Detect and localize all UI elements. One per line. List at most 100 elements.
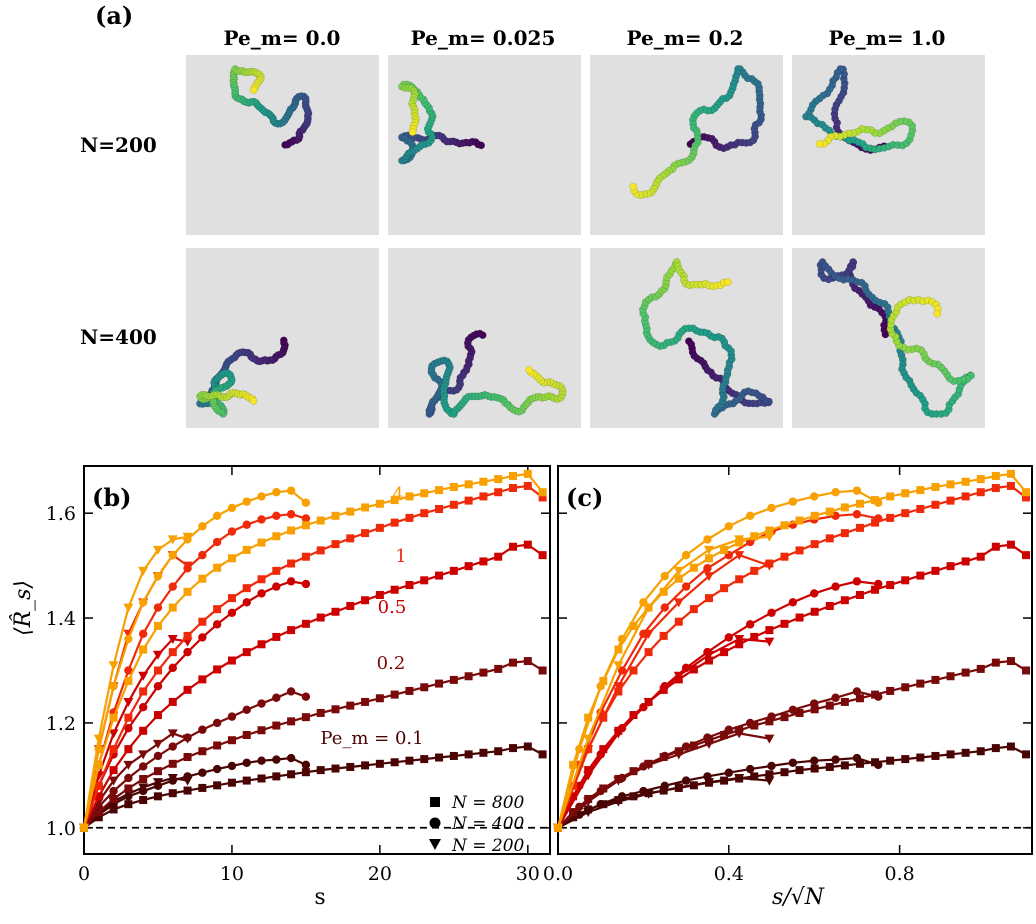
data-point-square <box>991 542 1000 551</box>
legend: N = 800 N = 400 N = 200 <box>429 793 525 856</box>
data-point-circle <box>852 486 862 495</box>
data-point-square <box>287 559 296 568</box>
data-point-circle <box>272 511 281 521</box>
data-point-triangle <box>152 545 163 555</box>
data-point-square <box>1022 666 1031 675</box>
data-point-square <box>109 713 118 722</box>
data-point-square <box>523 540 532 549</box>
y-tick-label: 1.0 <box>46 818 76 840</box>
data-point-square <box>523 481 532 490</box>
data-point-circle <box>575 744 584 754</box>
data-point-square <box>901 755 910 764</box>
pe-label-4: 4 <box>392 484 403 505</box>
data-point-square <box>449 482 458 491</box>
data-point-triangle <box>764 561 775 571</box>
legend-marker-square <box>430 797 440 807</box>
series-line <box>556 535 770 829</box>
data-point-square <box>584 713 593 722</box>
polymer-bead <box>723 278 732 286</box>
data-point-square <box>780 521 789 530</box>
data-point-square <box>735 640 744 649</box>
data-point-circle <box>242 520 251 529</box>
data-point-square <box>168 648 177 657</box>
data-point-square <box>361 503 370 512</box>
data-point-circle <box>286 687 296 696</box>
data-point-square <box>449 566 458 575</box>
data-point-square <box>659 631 668 640</box>
series-line <box>83 756 307 829</box>
data-point-triangle <box>152 778 163 788</box>
data-point-triangle <box>703 545 714 555</box>
data-point-circle <box>138 702 148 712</box>
data-point-square <box>316 546 325 555</box>
x-tick-label: 0.0 <box>543 863 573 885</box>
data-point-circle <box>257 492 266 501</box>
data-point-triangle <box>673 671 684 681</box>
data-point-square <box>331 705 340 714</box>
data-point-square <box>153 711 162 720</box>
data-point-square <box>301 521 310 530</box>
data-point-square <box>931 566 940 575</box>
data-point-square <box>494 488 503 497</box>
data-point-circle <box>109 786 118 796</box>
data-point-triangle <box>613 682 624 692</box>
data-point-circle <box>724 725 734 734</box>
data-point-square <box>257 640 266 649</box>
data-point-square <box>316 613 325 622</box>
data-point-square <box>991 658 1000 667</box>
data-point-square <box>840 503 849 512</box>
data-point-circle <box>286 486 296 495</box>
data-point-square <box>464 496 473 505</box>
data-point-square <box>901 683 910 692</box>
data-point-circle <box>810 699 819 708</box>
data-point-square <box>871 585 880 594</box>
data-point-square <box>704 656 713 665</box>
data-point-square <box>840 529 849 538</box>
data-point-square <box>375 694 384 703</box>
legend-label-400: N = 400 <box>451 814 525 834</box>
data-point-triangle <box>734 551 745 561</box>
data-point-square <box>272 566 281 575</box>
data-point-circle <box>138 629 148 638</box>
data-point-triangle <box>703 778 714 788</box>
data-point-triangle <box>613 729 624 739</box>
polymer-bead <box>933 309 942 318</box>
data-point-triangle <box>108 729 119 739</box>
data-point-circle <box>767 503 776 513</box>
data-point-square <box>375 590 384 599</box>
data-point-square <box>855 759 864 768</box>
data-point-circle <box>810 756 819 765</box>
data-point-square <box>855 590 864 599</box>
data-point-square <box>810 540 819 549</box>
data-point-circle <box>138 598 148 607</box>
data-point-square <box>168 789 177 798</box>
data-point-triangle <box>123 697 134 707</box>
data-point-square <box>153 666 162 675</box>
data-point-square <box>855 499 864 508</box>
data-point-square <box>659 587 668 596</box>
data-point-square <box>1022 551 1031 560</box>
data-point-circle <box>153 603 163 612</box>
data-point-square <box>1006 657 1015 666</box>
data-point-square <box>720 545 729 554</box>
data-point-circle <box>660 603 669 612</box>
data-point-triangle <box>673 783 684 793</box>
data-point-circle <box>168 663 177 673</box>
data-point-square <box>810 607 819 616</box>
data-point-triangle <box>138 750 149 760</box>
col-header-4: Pe_m= 1.0 <box>829 26 946 50</box>
data-point-circle <box>257 515 266 524</box>
data-point-circle <box>212 620 222 629</box>
series-line <box>82 535 188 828</box>
data-point-square <box>931 482 940 491</box>
data-point-square <box>946 672 955 681</box>
series-line <box>557 756 879 829</box>
data-point-circle <box>745 764 755 774</box>
data-point-square <box>109 745 118 754</box>
data-point-square <box>901 576 910 585</box>
data-point-circle <box>874 514 883 523</box>
data-point-triangle <box>138 566 149 576</box>
data-point-square <box>689 665 698 674</box>
data-point-square <box>213 605 222 614</box>
data-point-square <box>810 764 819 773</box>
